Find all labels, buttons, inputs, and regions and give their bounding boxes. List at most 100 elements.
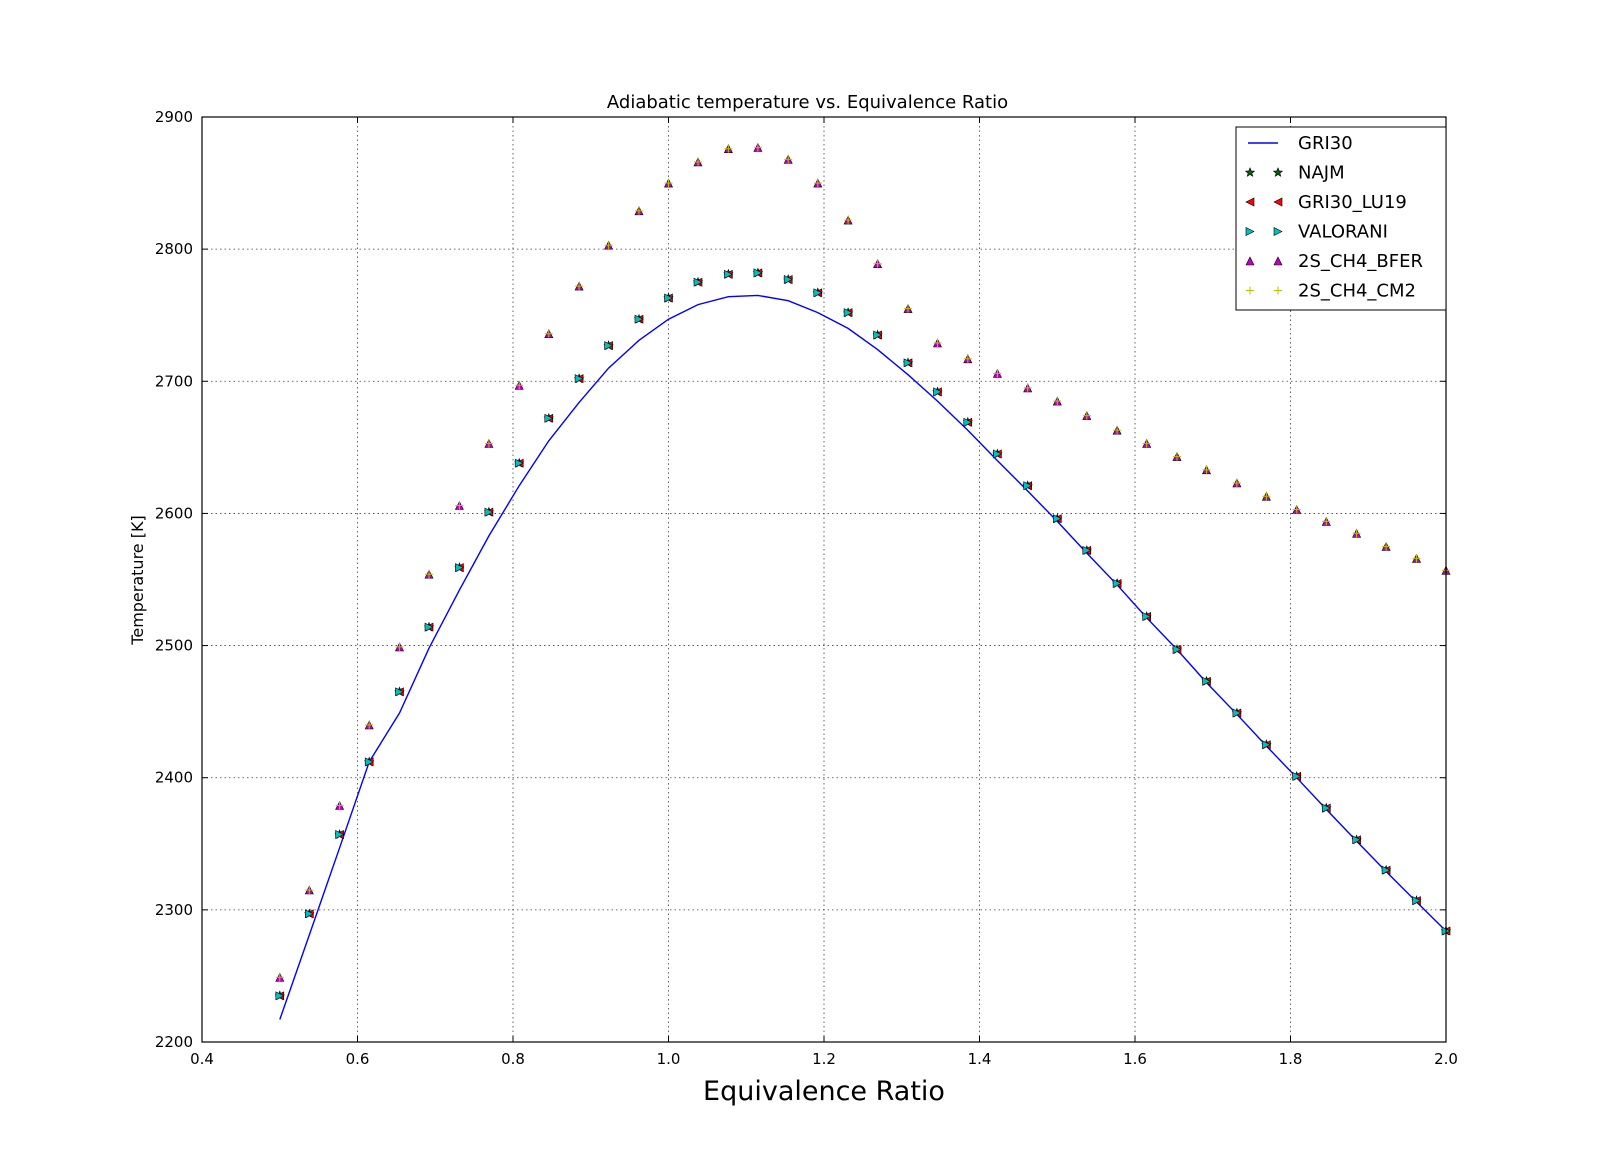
data-point: [993, 369, 1002, 378]
data-point: [1113, 426, 1122, 435]
data-point: [395, 687, 405, 697]
data-point: [1112, 579, 1122, 588]
data-point: [364, 757, 374, 767]
data-point: [1202, 465, 1211, 474]
grid-layer: [202, 117, 1446, 1042]
legend-entry: 2S_CH4_BFER: [1245, 251, 1423, 272]
y-tick-label: 2700: [155, 372, 193, 390]
legend-marker: [1245, 256, 1255, 266]
x-tick-label: 1.0: [657, 1050, 681, 1068]
data-point: [1232, 708, 1242, 718]
data-point: [1322, 803, 1331, 813]
data-point: [1053, 514, 1062, 524]
data-point: [693, 277, 703, 287]
data-point: [1352, 529, 1361, 538]
tick-layer: 0.4 0.6 0.8 1.0 1.2 1.4 1.6 1.8 2.0 2200 2300 2400 2…: [155, 108, 1458, 1068]
legend-entry: VALORANI: [1245, 222, 1388, 243]
data-point: [753, 268, 763, 278]
series-najm: [274, 267, 1452, 1001]
data-point: [664, 179, 673, 188]
x-tick-label: 1.6: [1123, 1050, 1147, 1068]
legend-label: 2S_CH4_BFER: [1298, 251, 1423, 272]
data-point: [514, 458, 524, 468]
y-axis-label: Temperature [K]: [128, 515, 147, 645]
data-point: [1082, 545, 1092, 555]
legend-entry: GRI30_LU19: [1245, 192, 1407, 213]
legend: GRI30 NAJM GRI30_LU19 VALORANI 2S_CH4_BFER 2S…: [1235, 126, 1447, 311]
data-point: [275, 973, 284, 982]
data-point: [1202, 676, 1212, 686]
legend-marker: [1272, 167, 1284, 177]
x-tick-label: 2.0: [1434, 1050, 1458, 1068]
legend-marker: [1246, 286, 1254, 295]
data-point: [873, 330, 883, 340]
data-point: [1082, 411, 1091, 420]
data-point: [1142, 612, 1152, 621]
data-point: [783, 275, 793, 284]
data-point: [1023, 383, 1032, 392]
legend-label: VALORANI: [1298, 222, 1388, 243]
data-point: [455, 501, 464, 510]
data-point: [634, 314, 644, 324]
x-tick-label: 0.4: [190, 1050, 214, 1068]
y-tick-label: 2400: [155, 769, 193, 787]
x-axis-label: Equivalence Ratio: [703, 1076, 945, 1107]
legend-label: 2S_CH4_CM2: [1298, 281, 1416, 302]
y-tick-label: 2500: [155, 637, 193, 655]
legend-marker: [1273, 256, 1283, 266]
data-point: [335, 830, 345, 839]
data-point: [515, 381, 524, 390]
data-point: [574, 374, 584, 384]
data-point: [993, 449, 1003, 459]
legend-box: [1235, 126, 1447, 311]
data-point: [1292, 771, 1302, 781]
data-point: [963, 354, 972, 363]
series-line: [279, 294, 1447, 1020]
data-point: [1412, 896, 1422, 906]
series-2s-ch4-cm2: [275, 143, 1450, 982]
x-tick-label: 1.2: [812, 1050, 836, 1068]
series-gri30: [279, 294, 1447, 1020]
data-point: [1412, 554, 1421, 563]
data-point: [1352, 835, 1362, 845]
legend-label: GRI30_LU19: [1298, 192, 1407, 213]
data-point: [484, 439, 493, 448]
legend-marker: [1245, 227, 1255, 236]
series-gri30-lu19: [275, 268, 1451, 1001]
data-point: [1381, 865, 1391, 875]
legend-marker: [1244, 167, 1256, 177]
data-point: [694, 157, 703, 166]
data-point: [575, 282, 584, 291]
data-point: [903, 304, 912, 313]
legend-label: GRI30: [1298, 133, 1353, 154]
data-point: [903, 358, 913, 368]
data-point: [1172, 452, 1181, 461]
y-tick-label: 2600: [155, 504, 193, 522]
legend-marker: [1273, 227, 1283, 236]
legend-entry: GRI30: [1248, 133, 1353, 154]
x-tick-label: 0.6: [346, 1050, 370, 1068]
data-point: [1322, 517, 1331, 526]
data-point: [843, 308, 853, 318]
data-point: [933, 338, 942, 347]
legend-label: NAJM: [1298, 163, 1345, 184]
data-point: [604, 241, 613, 250]
data-point: [634, 206, 643, 215]
data-point: [1382, 542, 1391, 551]
data-point: [873, 259, 882, 268]
data-point: [813, 179, 822, 188]
data-point: [304, 909, 314, 919]
data-point: [425, 570, 434, 579]
data-point: [544, 329, 553, 338]
x-tick-label: 0.8: [501, 1050, 525, 1068]
legend-entry: NAJM: [1244, 163, 1345, 184]
data-point: [1232, 479, 1241, 488]
data-point: [335, 801, 344, 810]
data-point: [484, 507, 494, 517]
y-tick-label: 2900: [155, 108, 193, 126]
legend-marker: [1245, 197, 1255, 207]
data-point: [544, 413, 554, 423]
y-tick-label: 2300: [155, 901, 193, 919]
data-point: [844, 216, 853, 225]
